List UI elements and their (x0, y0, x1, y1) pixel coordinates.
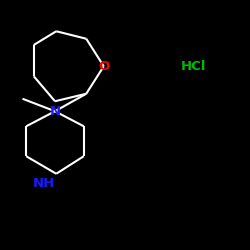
Text: O: O (98, 60, 110, 73)
Text: NH: NH (32, 177, 55, 190)
Text: N: N (50, 105, 60, 118)
Text: HCl: HCl (181, 60, 206, 73)
